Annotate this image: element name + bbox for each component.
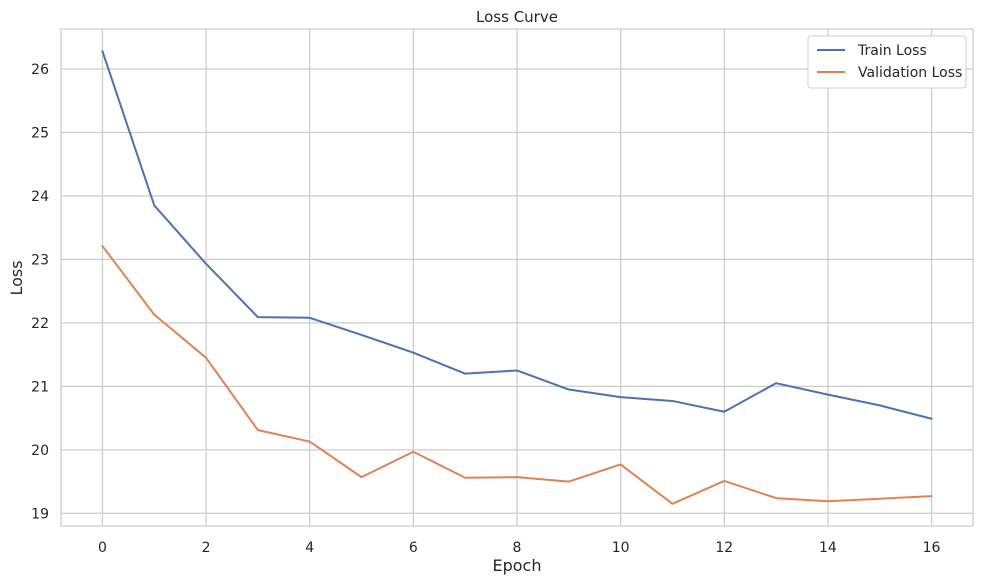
y-tick-label: 25 [31, 125, 49, 141]
y-tick-label: 26 [31, 62, 49, 78]
legend-box [807, 35, 967, 89]
y-tick-label: 24 [31, 189, 49, 205]
x-tick-label: 14 [819, 540, 837, 556]
series-line-train-loss [101, 50, 933, 420]
grid [61, 29, 973, 526]
chart-title: Loss Curve [476, 8, 558, 26]
legend: Train Loss Validation Loss [807, 35, 967, 89]
x-tick-label: 12 [715, 540, 733, 556]
series-line-validation-loss [101, 245, 933, 505]
x-tick-label: 6 [409, 540, 418, 556]
x-axis-label: Epoch [493, 556, 542, 575]
y-tick-label: 19 [31, 506, 49, 522]
y-tick-label: 20 [31, 443, 49, 459]
y-tick-label: 21 [31, 379, 49, 395]
x-tick-label: 8 [513, 540, 522, 556]
x-tick-label: 4 [305, 540, 314, 556]
series-lines [101, 50, 933, 505]
x-tick-label: 16 [923, 540, 941, 556]
y-tick-label: 23 [31, 252, 49, 268]
y-axis-label: Loss [7, 260, 26, 295]
x-tick-label: 10 [612, 540, 630, 556]
legend-label-train-loss: Train Loss [857, 43, 927, 59]
legend-label-validation-loss: Validation Loss [858, 65, 962, 81]
x-tick-label: 0 [98, 540, 107, 556]
y-axis-ticks: 19 20 21 22 23 24 25 26 [31, 62, 49, 522]
x-axis-ticks: 0 2 4 6 8 10 12 14 16 [98, 540, 941, 556]
y-tick-label: 22 [31, 316, 49, 332]
x-tick-label: 2 [202, 540, 211, 556]
